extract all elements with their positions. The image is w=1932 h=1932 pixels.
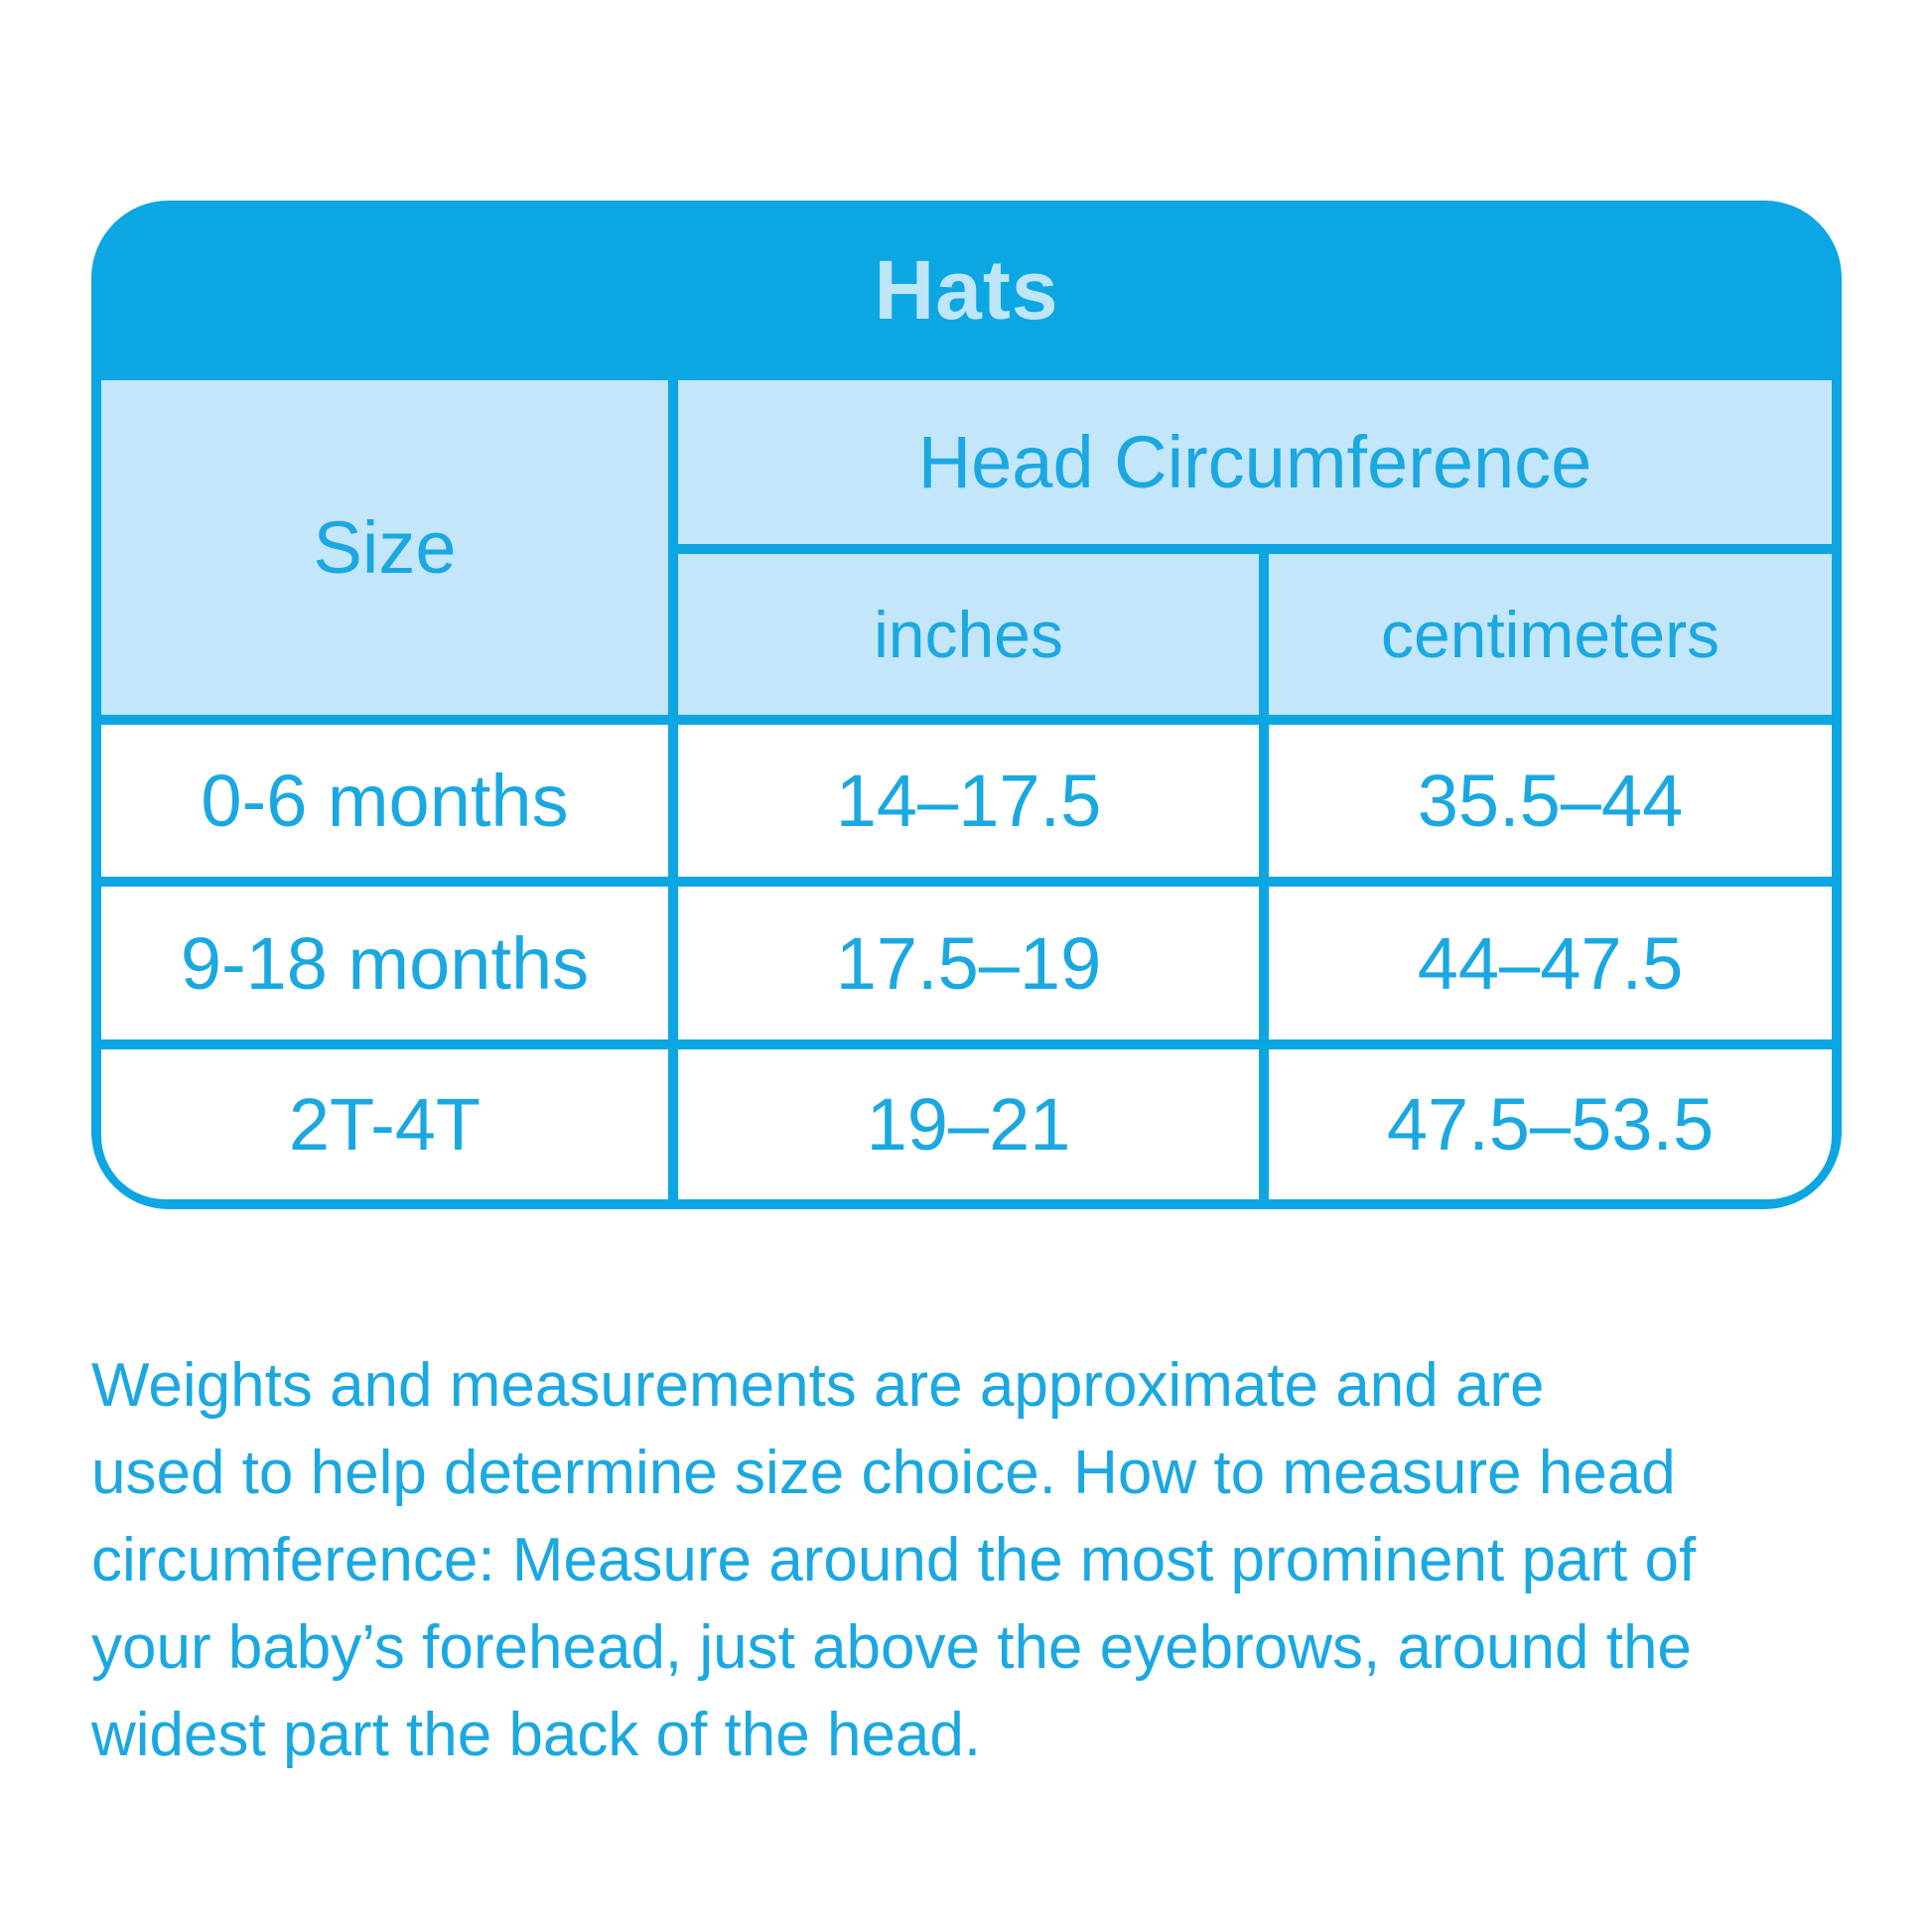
table-row-size: 0-6 months — [101, 725, 668, 877]
column-header-size: Size — [101, 380, 668, 715]
hats-size-table: Hats Size Head Circumference inches cent… — [91, 201, 1842, 1209]
column-header-centimeters: centimeters — [1269, 554, 1832, 715]
table-row-centimeters: 47.5–53.5 — [1269, 1049, 1832, 1199]
measurement-note: Weights and measurements are approximate… — [91, 1342, 1868, 1779]
table-row-size: 9-18 months — [101, 887, 668, 1039]
table-row-centimeters: 44–47.5 — [1269, 887, 1832, 1039]
table-row-inches: 17.5–19 — [678, 887, 1259, 1039]
table-title: Hats — [874, 243, 1059, 337]
note-line: your baby’s forehead, just above the eye… — [91, 1613, 1692, 1682]
column-header-inches: inches — [678, 554, 1259, 715]
table-row-size: 2T-4T — [101, 1049, 668, 1199]
note-line: used to help determine size choice. How … — [91, 1439, 1676, 1507]
note-line: Weights and measurements are approximate… — [91, 1351, 1545, 1420]
table-row-centimeters: 35.5–44 — [1269, 725, 1832, 877]
table-row-inches: 14–17.5 — [678, 725, 1259, 877]
column-header-head-circumference: Head Circumference — [678, 380, 1832, 544]
table-row-inches: 19–21 — [678, 1049, 1259, 1199]
note-line: circumference: Measure around the most p… — [91, 1526, 1697, 1594]
note-line: widest part the back of the head. — [91, 1701, 982, 1769]
